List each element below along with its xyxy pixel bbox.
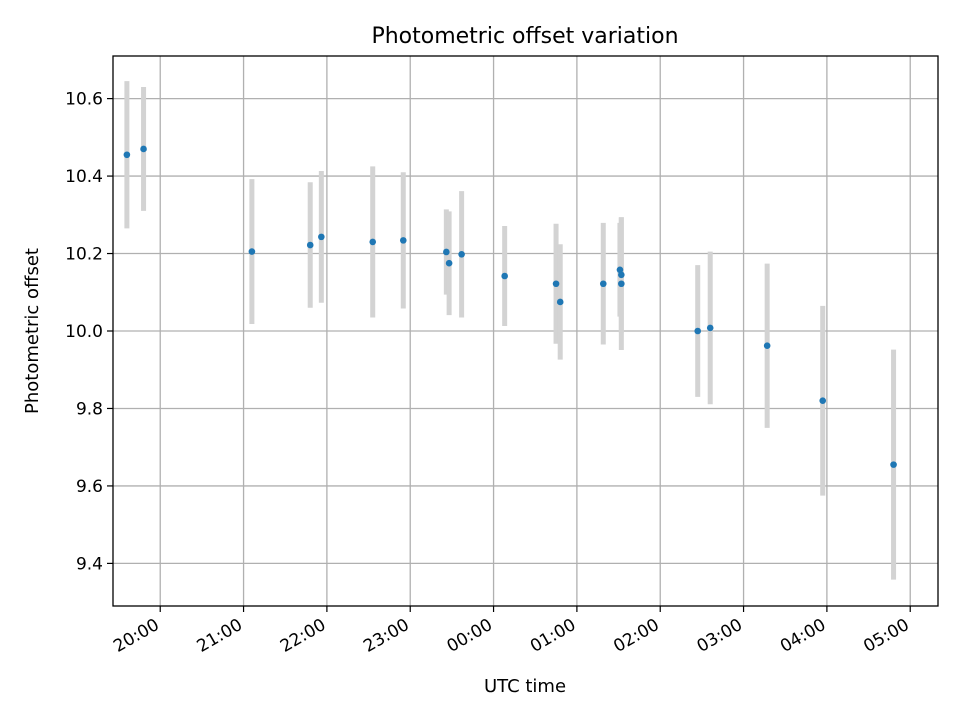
data-point <box>443 248 450 256</box>
data-point <box>445 259 453 267</box>
x-tick-label: 22:00 <box>277 615 329 657</box>
y-tick-label: 10.6 <box>65 90 103 110</box>
x-tick-label: 23:00 <box>360 615 412 657</box>
x-tick-label: 03:00 <box>694 615 746 657</box>
data-point <box>706 324 714 332</box>
y-tick-label: 10.4 <box>65 167 103 187</box>
x-axis-ticks: 20:00 21:00 22:00 23:00 00:00 01:00 02:00 03:00… <box>110 606 913 657</box>
y-tick-label: 10.0 <box>65 322 103 342</box>
data-point <box>552 280 560 288</box>
grid <box>113 56 938 606</box>
x-tick-label: 21:00 <box>194 615 246 657</box>
data-point <box>616 266 624 274</box>
data-point <box>140 145 147 153</box>
data-point <box>556 298 564 306</box>
data-points <box>123 145 897 468</box>
data-point <box>890 461 897 468</box>
data-point <box>819 397 827 405</box>
y-tick-label: 9.4 <box>76 554 103 574</box>
data-point <box>618 280 625 288</box>
data-point <box>618 271 625 279</box>
data-point <box>399 237 407 244</box>
y-tick-label: 9.6 <box>76 477 103 497</box>
x-tick-label: 02:00 <box>610 615 662 657</box>
x-axis-label: UTC time <box>484 676 566 697</box>
data-point <box>694 327 702 335</box>
data-point <box>599 280 607 288</box>
y-tick-label: 9.8 <box>76 399 103 419</box>
y-axis-label: Photometric offset <box>22 248 43 414</box>
data-point <box>318 233 325 241</box>
x-tick-label: 04:00 <box>777 615 829 657</box>
data-point <box>306 241 314 249</box>
y-axis-ticks: 9.4 9.6 9.8 10.0 10.2 10.4 10.6 <box>65 90 113 574</box>
data-point <box>248 248 256 255</box>
x-tick-label: 20:00 <box>110 615 162 657</box>
x-tick-label: 05:00 <box>860 615 912 657</box>
chart-title: Photometric offset variation <box>371 24 678 49</box>
x-tick-label: 00:00 <box>444 615 496 657</box>
data-point <box>458 251 465 258</box>
data-point <box>763 342 771 350</box>
data-point <box>369 238 377 246</box>
data-point <box>123 151 131 159</box>
y-tick-label: 10.2 <box>65 245 103 265</box>
data-point <box>501 272 508 280</box>
x-tick-label: 01:00 <box>527 615 579 657</box>
